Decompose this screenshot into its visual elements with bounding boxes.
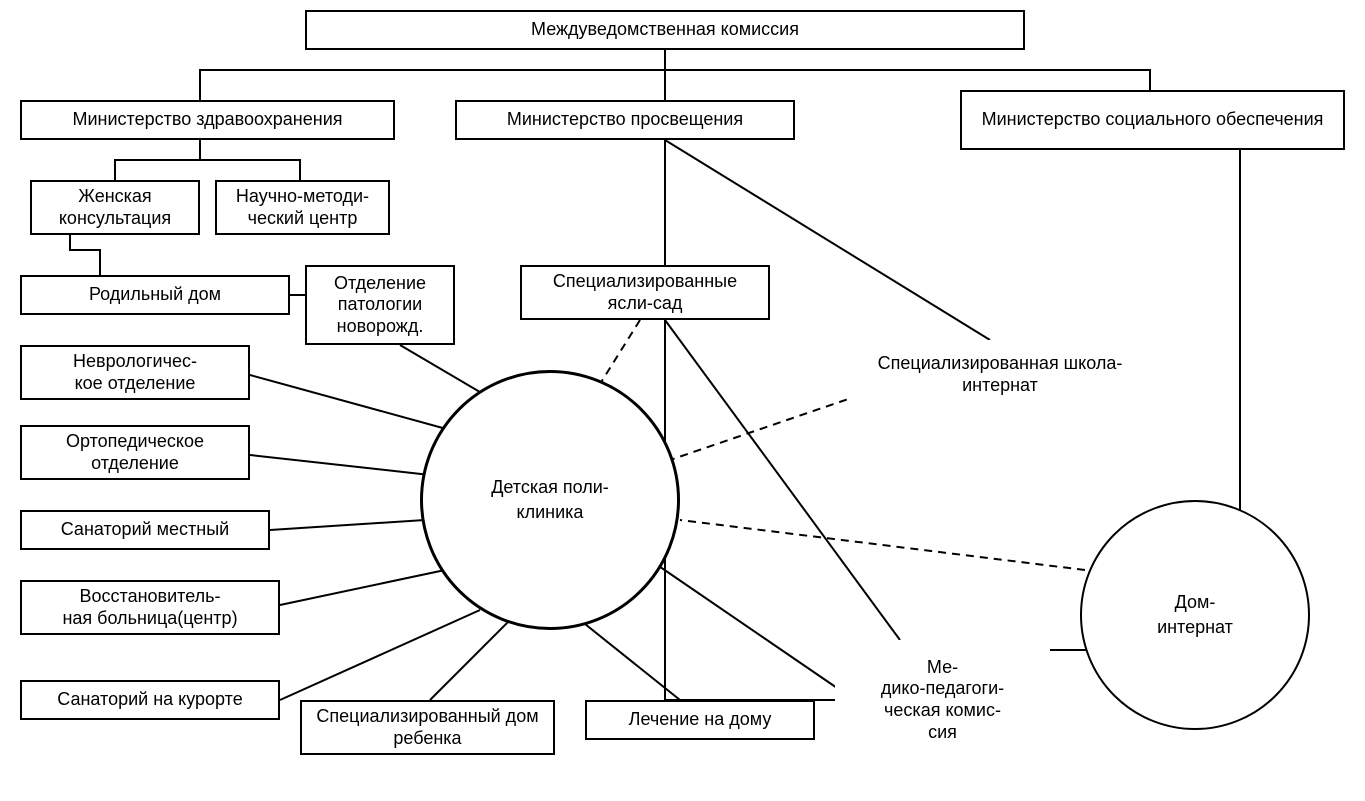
node-label: Неврологичес-кое отделение — [73, 351, 197, 394]
node-med-ped-comm: Ме-дико-педагоги-ческая комис-сия — [835, 640, 1050, 760]
node-label: Специализированные ясли-сад — [530, 271, 760, 314]
node-spec-school: Специализированная школа-интернат — [850, 340, 1150, 410]
node-maternity: Родильный дом — [20, 275, 290, 315]
node-label: Междуведомственная комиссия — [531, 19, 799, 41]
node-rehab-hospital: Восстановитель-ная больница(центр) — [20, 580, 280, 635]
node-label: Родильный дом — [89, 284, 221, 306]
node-label: Ме-дико-педагоги-ческая комис-сия — [853, 657, 1032, 743]
node-spec-orphanage: Специализированный дом ребенка — [300, 700, 555, 755]
node-label: Научно-методи-ческий центр — [236, 186, 369, 229]
node-label: Восстановитель-ная больница(центр) — [62, 586, 237, 629]
node-label: Дом-интернат — [1157, 590, 1233, 640]
node-label: Министерство социального обеспечения — [982, 109, 1324, 131]
node-sanatorium-resort: Санаторий на курорте — [20, 680, 280, 720]
node-label: Специализированная школа-интернат — [850, 353, 1150, 396]
node-label: Министерство просвещения — [507, 109, 743, 131]
node-label: Отделение патологии новорожд. — [315, 273, 445, 338]
node-label: Лечение на дому — [629, 709, 772, 731]
node-home-treatment: Лечение на дому — [585, 700, 815, 740]
node-min-edu: Министерство просвещения — [455, 100, 795, 140]
node-orthopedic: Ортопедическое отделение — [20, 425, 250, 480]
node-min-soc: Министерство социального обеспечения — [960, 90, 1345, 150]
node-label: Ортопедическое отделение — [30, 431, 240, 474]
node-women-consult: Женская консультация — [30, 180, 200, 235]
node-label: Специализированный дом ребенка — [310, 706, 545, 749]
node-label: Детская поли-клиника — [491, 475, 609, 525]
node-root: Междуведомственная комиссия — [305, 10, 1025, 50]
node-label: Санаторий местный — [61, 519, 230, 541]
node-label: Санаторий на курорте — [57, 689, 242, 711]
node-sanatorium-local: Санаторий местный — [20, 510, 270, 550]
node-neurology: Неврологичес-кое отделение — [20, 345, 250, 400]
node-min-health: Министерство здравоохранения — [20, 100, 395, 140]
node-label: Министерство здравоохранения — [73, 109, 343, 131]
node-poliklinika: Детская поли-клиника — [420, 370, 680, 630]
node-dom-internat: Дом-интернат — [1080, 500, 1310, 730]
node-label: Женская консультация — [40, 186, 190, 229]
node-spec-nursery: Специализированные ясли-сад — [520, 265, 770, 320]
node-sci-method: Научно-методи-ческий центр — [215, 180, 390, 235]
node-pathology: Отделение патологии новорожд. — [305, 265, 455, 345]
